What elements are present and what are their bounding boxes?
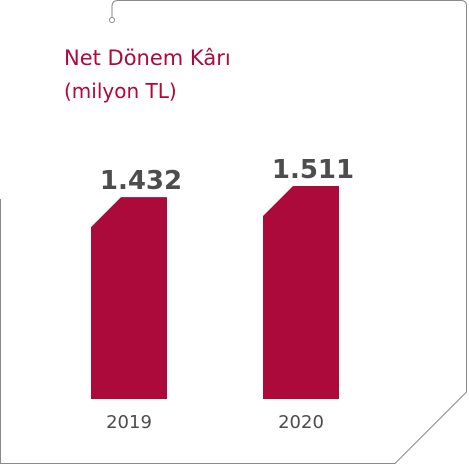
frame-connector-dot	[109, 17, 115, 23]
bar-2019	[91, 197, 167, 399]
category-label-2019: 2019	[106, 412, 152, 433]
value-label-2020: 1.511	[272, 155, 354, 185]
category-label-2020: 2020	[278, 412, 324, 433]
bar-2020	[263, 186, 339, 399]
chart-title: Net Dönem Kârı	[64, 46, 231, 70]
chart-subtitle: (milyon TL)	[64, 79, 177, 103]
value-label-2019: 1.432	[100, 166, 182, 196]
